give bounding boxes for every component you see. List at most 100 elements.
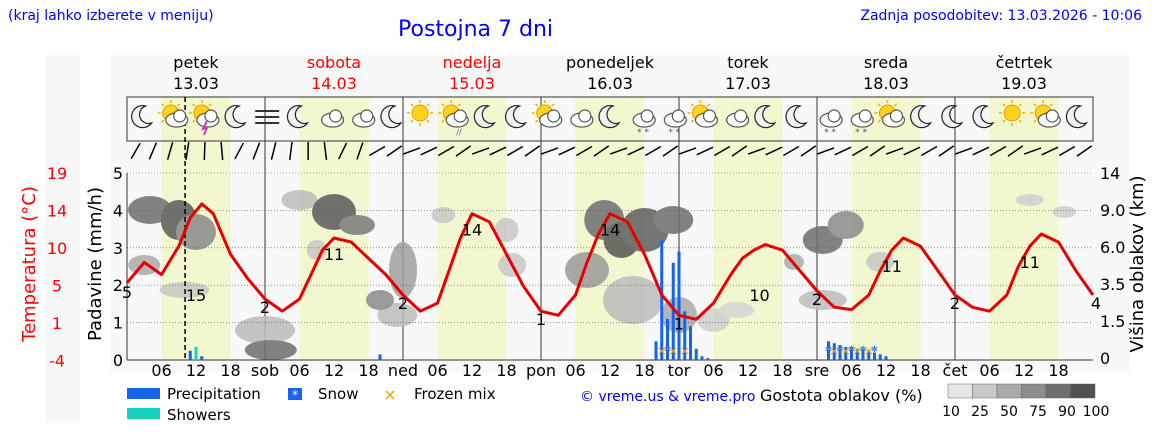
temperature-label: 11 — [324, 245, 344, 264]
weather-icon-moon — [1065, 105, 1089, 129]
cloud-legend-swatch — [1021, 383, 1047, 399]
wind-barb — [471, 147, 490, 155]
temperature-axis-label: Temperatura (°C) — [19, 186, 40, 343]
precipitation-bar — [827, 341, 830, 360]
cloud-legend-title: Gostota oblakov (%) — [760, 386, 923, 405]
x-hour-tick-label: 12 — [876, 361, 896, 380]
cloud-blob — [798, 290, 847, 310]
wind-barb — [696, 146, 714, 156]
wind-barb — [575, 145, 593, 157]
cloud-icon-top — [640, 109, 654, 123]
day-date-label: 13.03 — [173, 74, 219, 93]
precipitation-bar — [832, 343, 836, 360]
precipitation-bar — [855, 348, 859, 360]
moon-icon — [1065, 105, 1089, 129]
cloud-icon-top — [360, 109, 374, 123]
copyright[interactable]: © vreme.us & vreme.pro — [580, 389, 756, 405]
weather-icon-sun-cloud — [531, 100, 563, 128]
temperature-tick-label: 1 — [52, 314, 62, 333]
wind-barb — [455, 145, 472, 157]
temperature-tick-label: 5 — [52, 277, 62, 296]
precipitation-bar — [677, 251, 681, 360]
snow-marker: * — [872, 344, 878, 358]
sun-ray — [161, 119, 165, 123]
wind-barb — [1041, 146, 1059, 156]
x-hour-tick-label: 18 — [496, 361, 516, 380]
sun-ray — [1002, 119, 1006, 123]
wind-barb — [609, 147, 628, 155]
x-day-tick-label: pon — [526, 361, 556, 380]
frozen-mix-legend-label: Frozen mix — [414, 385, 496, 403]
x-hour-tick-label: 12 — [462, 361, 482, 380]
wind-barb — [402, 147, 421, 155]
temperature-label: 2 — [950, 294, 960, 313]
temperature-label: 1 — [536, 310, 546, 329]
sun-ray — [534, 119, 539, 123]
day-date-label: 18.03 — [863, 74, 909, 93]
weather-icon-moon — [910, 105, 933, 129]
x-hour-tick-label: 18 — [910, 361, 930, 380]
moon-icon — [224, 105, 247, 129]
moon-icon — [598, 105, 621, 129]
cloud-legend-tick: 10 — [942, 404, 960, 420]
sun-ray — [1033, 103, 1037, 107]
temperature-label: 10 — [749, 286, 769, 305]
x-day-tick-label: tor — [668, 361, 691, 380]
wind-barb — [903, 146, 921, 156]
wind-barb — [972, 146, 990, 156]
wind-barb — [644, 145, 662, 157]
showers-legend-swatch — [127, 408, 160, 419]
day-name-label: sreda — [864, 53, 908, 72]
x-hour-tick-label: 06 — [979, 361, 999, 380]
weather-icon-moon — [785, 105, 808, 129]
weather-icon-cloud — [570, 109, 594, 128]
weather-icon-cloud — [320, 109, 345, 128]
x-hour-tick-label: 06 — [427, 361, 447, 380]
temperature-label: 14 — [600, 221, 620, 240]
weather-icon-cloud-snow — [663, 109, 687, 128]
precipitation-bar — [878, 354, 882, 360]
weather-icon-sun-cloud — [1030, 100, 1061, 128]
cloud-blob — [603, 276, 663, 324]
precipitation-legend-label: Precipitation — [167, 385, 261, 403]
wind-barb — [662, 145, 679, 157]
cloud-height-axis-label: Višina oblakov (km) — [1127, 175, 1148, 352]
precipitation-bar — [844, 346, 848, 360]
sun-ray — [534, 103, 539, 107]
sun-ray — [410, 103, 414, 107]
cloud-blob — [653, 206, 694, 234]
wind-barb — [185, 141, 190, 161]
lightning-icon — [201, 120, 209, 136]
moon-icon — [910, 105, 933, 129]
precipitation-bar — [200, 356, 204, 360]
wind-barb — [834, 146, 852, 156]
wind-barb — [437, 145, 455, 157]
weather-icon-moon — [286, 105, 309, 129]
cloud-legend-tick: 100 — [1083, 404, 1110, 420]
day-name-label: petek — [173, 53, 219, 72]
cloud-icon-top — [204, 109, 218, 123]
frozen-mix-marker: × — [852, 344, 862, 358]
precipitation-bar — [873, 352, 876, 360]
day-date-label: 16.03 — [587, 74, 633, 93]
frozen-mix-marker: × — [680, 344, 690, 358]
cloud-height-tick-label: 14 — [1100, 164, 1120, 183]
wind-barb — [234, 142, 245, 160]
precipitation-bar — [706, 358, 710, 360]
frozen-mix-marker: × — [829, 344, 839, 358]
cloud-height-tick-label: 9.0 — [1100, 201, 1125, 220]
x-hour-tick-label: 18 — [634, 361, 654, 380]
temperature-label: 2 — [812, 290, 822, 309]
sun-ray — [177, 103, 181, 107]
weather-icon-sun-cloud — [874, 100, 906, 128]
precipitation-bar — [660, 240, 664, 360]
snow-marker: * — [665, 344, 671, 358]
last-updated: Zadnja posodobitev: 13.03.2026 - 10:06 — [860, 8, 1142, 24]
wind-barb — [130, 142, 141, 160]
sun-icon — [1003, 104, 1021, 122]
wind-barb — [558, 146, 576, 156]
sun-ray — [707, 103, 711, 107]
cloud-icon-top — [889, 109, 904, 123]
wind-barb — [270, 142, 277, 160]
cloud-icon-top — [671, 109, 685, 123]
